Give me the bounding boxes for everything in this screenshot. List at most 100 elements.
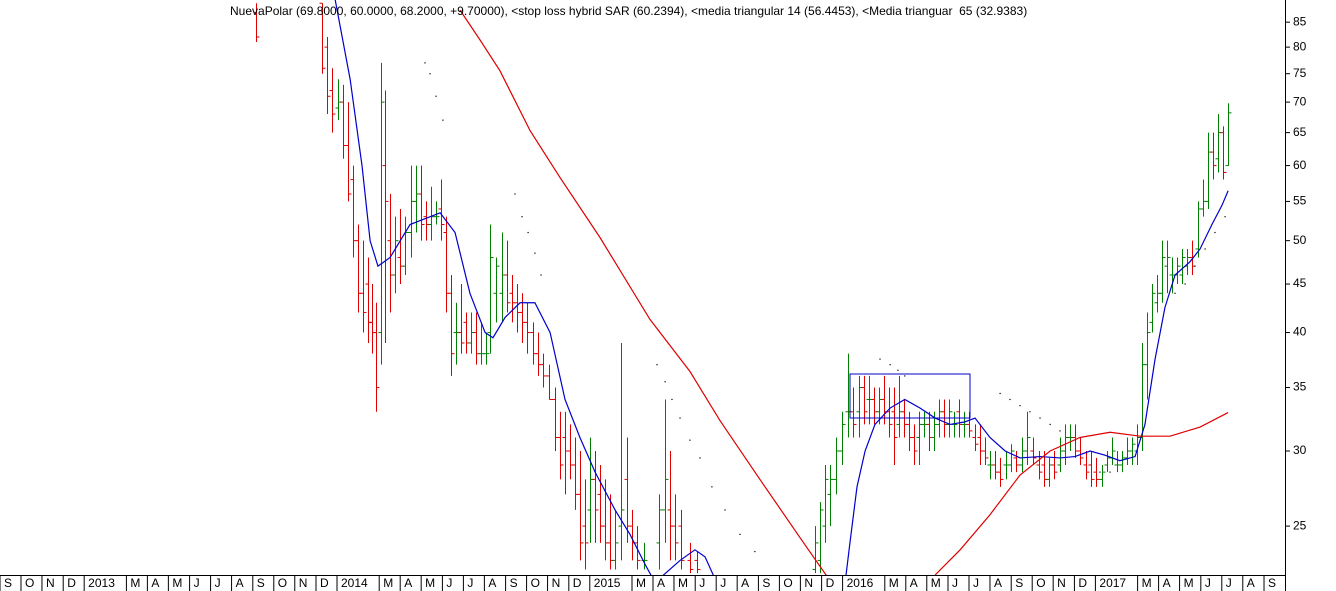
x-tick-label: A xyxy=(404,576,412,590)
x-tick-label: 2013 xyxy=(88,576,115,590)
sar-dot xyxy=(527,231,529,234)
x-tick-label: N xyxy=(804,576,813,590)
x-tick-label: O xyxy=(783,576,792,590)
x-tick-label: 2016 xyxy=(847,576,874,590)
x-tick-label: J xyxy=(467,576,473,590)
sar-dot xyxy=(699,457,701,459)
x-tick-label: M xyxy=(1142,576,1152,590)
x-tick-label: A xyxy=(1247,576,1255,590)
x-tick-label: O xyxy=(1036,576,1045,590)
x-tick-label: 2015 xyxy=(594,576,621,590)
x-tick-label: M xyxy=(931,576,941,590)
chart-title: NuevaPolar (69.8000, 60.0000, 68.2000, +… xyxy=(230,4,1027,18)
sar-dot xyxy=(1019,404,1021,407)
sar-dot xyxy=(754,550,756,553)
sar-dot xyxy=(1009,398,1011,401)
y-tick-label: 45 xyxy=(1293,276,1307,290)
x-tick-label: D xyxy=(573,576,582,590)
y-tick-label: 80 xyxy=(1293,39,1307,53)
sar-dot xyxy=(879,358,881,360)
sar-dot xyxy=(534,252,536,254)
sar-dot xyxy=(1204,248,1206,250)
sar-dot xyxy=(1039,417,1041,419)
sar-dot xyxy=(1184,283,1186,285)
sar-dot xyxy=(1059,430,1061,432)
sar-dot xyxy=(1194,265,1196,267)
sar-dot xyxy=(999,392,1001,395)
x-tick-label: J xyxy=(446,576,452,590)
x-tick-label: N xyxy=(299,576,308,590)
x-tick-label: J xyxy=(215,576,221,590)
sar-dot xyxy=(1109,471,1111,473)
sar-dot xyxy=(889,364,891,366)
sar-dot xyxy=(897,369,899,371)
x-tick-label: J xyxy=(1205,576,1211,590)
x-tick-label: S xyxy=(257,576,265,590)
sar-dot xyxy=(1214,231,1216,234)
x-tick-label: M xyxy=(889,576,899,590)
x-tick-label: A xyxy=(994,576,1002,590)
x-tick-label: A xyxy=(488,576,496,590)
x-tick-label: M xyxy=(425,576,435,590)
sar-dot xyxy=(711,486,713,488)
x-tick-label: A xyxy=(741,576,749,590)
annotation-box xyxy=(849,373,971,419)
sar-dot xyxy=(664,381,666,383)
x-tick-label: A xyxy=(657,576,665,590)
x-tick-label: M xyxy=(636,576,646,590)
x-tick-label: S xyxy=(1268,576,1276,590)
sar-dot xyxy=(656,364,658,366)
sar-dot xyxy=(689,439,691,441)
sar-dot xyxy=(904,375,906,377)
y-tick-label: 85 xyxy=(1293,14,1307,28)
x-tick-label: A xyxy=(1163,576,1171,590)
moving-average-line xyxy=(459,9,1229,575)
x-tick-label: J xyxy=(699,576,705,590)
y-tick-label: 40 xyxy=(1293,325,1307,339)
sar-dot xyxy=(679,417,681,419)
y-tick-label: 75 xyxy=(1293,66,1307,80)
sar-dot xyxy=(671,398,673,401)
x-tick-label: D xyxy=(1078,576,1087,590)
x-tick-label: O xyxy=(278,576,287,590)
x-tick-label: A xyxy=(236,576,244,590)
sar-dot xyxy=(429,73,431,75)
x-tick-label: D xyxy=(320,576,329,590)
x-tick-label: N xyxy=(46,576,55,590)
moving-average-line xyxy=(334,0,1229,575)
y-tick-label: 55 xyxy=(1293,194,1307,208)
x-tick-label: S xyxy=(4,576,12,590)
x-tick-label: S xyxy=(762,576,770,590)
y-tick-label: 60 xyxy=(1293,158,1307,172)
y-tick-label: 25 xyxy=(1293,518,1307,532)
sar-dot xyxy=(424,62,426,64)
x-tick-label: M xyxy=(1184,576,1194,590)
x-tick-label: O xyxy=(25,576,34,590)
x-tick-label: J xyxy=(194,576,200,590)
sar-dot xyxy=(1174,292,1176,294)
y-tick-label: 65 xyxy=(1293,125,1307,139)
x-tick-label: 2017 xyxy=(1099,576,1126,590)
x-tick-label: N xyxy=(1057,576,1066,590)
sar-dot xyxy=(442,119,444,121)
x-tick-label: A xyxy=(151,576,159,590)
sar-dot xyxy=(1099,471,1101,473)
x-tick-label: D xyxy=(67,576,76,590)
x-tick-label: S xyxy=(510,576,518,590)
sar-dot xyxy=(1049,423,1051,426)
sar-dot xyxy=(1224,216,1226,218)
sar-dot xyxy=(514,193,516,195)
y-tick-label: 30 xyxy=(1293,443,1307,457)
x-tick-label: J xyxy=(720,576,726,590)
x-tick-label: J xyxy=(973,576,979,590)
y-tick-label: 70 xyxy=(1293,94,1307,108)
sar-dot xyxy=(739,533,741,536)
x-tick-label: A xyxy=(910,576,918,590)
sar-dot xyxy=(540,274,542,276)
x-tick-label: M xyxy=(130,576,140,590)
y-tick-label: 35 xyxy=(1293,380,1307,394)
plot-area xyxy=(253,0,1232,575)
